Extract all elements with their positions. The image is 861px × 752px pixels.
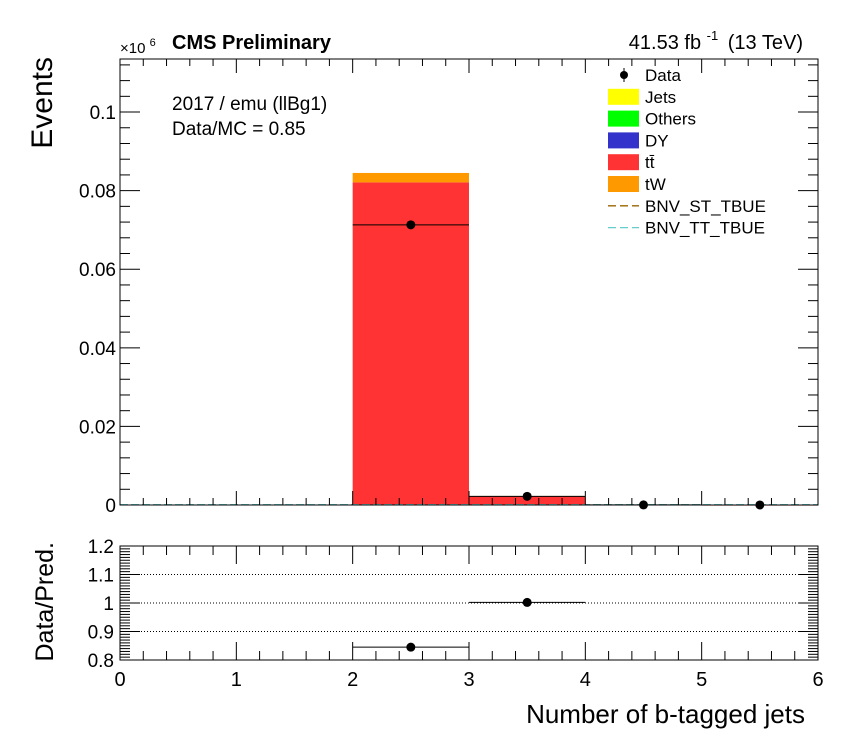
- x-axis-label: Number of b-tagged jets: [526, 699, 805, 729]
- legend-label-1: Others: [645, 110, 696, 129]
- y-tick-label: 0.04: [79, 339, 116, 360]
- legend-signal-label-0: BNV_ST_TBUE: [645, 197, 766, 216]
- ratio-y-tick-label: 0.8: [88, 651, 114, 672]
- main-panel: 0 0.02 0.04 0.06 0.08 0.1: [79, 58, 819, 517]
- y-tick-label: 0.1: [90, 103, 116, 124]
- ratio-point-1: [522, 597, 532, 607]
- legend-label-2: DY: [645, 131, 669, 150]
- y-multiplier: ×10 6: [120, 37, 156, 57]
- stack-bar-3-2: [352, 182, 469, 505]
- stack-bar-4-2: [352, 172, 469, 183]
- y-multiplier-base: ×10: [120, 40, 145, 57]
- ratio-panel: 0.8 0.9 1 1.1 1.2 0 1 2 3 4 5 6: [88, 537, 824, 691]
- y-tick-label: 0.08: [79, 182, 116, 203]
- ratio-y-tick-label: 0.9: [88, 623, 114, 644]
- x-tick-label: 2: [347, 669, 358, 691]
- x-tick-label: 5: [696, 669, 707, 691]
- data-point-0: [406, 220, 416, 230]
- energy-value: (13 TeV): [728, 32, 803, 54]
- legend: Data Jets Others DY tt̄ tW BNV_ST_TBUE BNV_TT_T…: [608, 66, 766, 238]
- y-tick-label: 0.06: [79, 260, 116, 281]
- ratio-y-tick-label: 1.2: [88, 537, 114, 558]
- ratio-y-axis-label: Data/Pred.: [31, 542, 59, 662]
- legend-swatch-0: [608, 88, 639, 105]
- experiment-label: CMS Preliminary: [172, 32, 332, 54]
- ratio-y-tick-label: 1: [103, 594, 114, 615]
- main-y-axis-label: Events: [26, 57, 59, 149]
- annotation-line-1: 2017 / emu (llBg1): [172, 94, 327, 115]
- x-tick-label: 0: [114, 669, 125, 691]
- legend-label-3: tt̄: [645, 153, 655, 172]
- legend-label-0: Jets: [645, 88, 676, 107]
- legend-swatch-3: [608, 154, 639, 171]
- data-point-1: [522, 491, 532, 501]
- x-tick-label: 4: [580, 669, 591, 691]
- legend-signal-label-1: BNV_TT_TBUE: [645, 219, 765, 238]
- legend-data-marker: [620, 71, 628, 79]
- lumi-label: 41.53 fb -1 (13 TeV): [629, 23, 803, 54]
- legend-swatch-1: [608, 110, 639, 127]
- annotation-line-2: Data/MC = 0.85: [172, 119, 306, 140]
- x-tick-label: 1: [231, 669, 242, 691]
- legend-swatch-4: [608, 176, 639, 192]
- ratio-y-tick-label: 1.1: [88, 566, 114, 587]
- lumi-exponent: -1: [707, 28, 719, 43]
- x-tick-label: 6: [812, 669, 823, 691]
- y-multiplier-exponent: 6: [150, 37, 156, 49]
- ratio-point-0: [406, 642, 416, 652]
- legend-label-data: Data: [645, 66, 681, 85]
- legend-label-4: tW: [645, 175, 666, 194]
- x-tick-label: 3: [463, 669, 474, 691]
- y-tick-label: 0.02: [79, 417, 116, 438]
- legend-swatch-2: [608, 132, 639, 149]
- lumi-value: 41.53 fb: [629, 32, 701, 54]
- y-tick-label: 0: [105, 496, 116, 517]
